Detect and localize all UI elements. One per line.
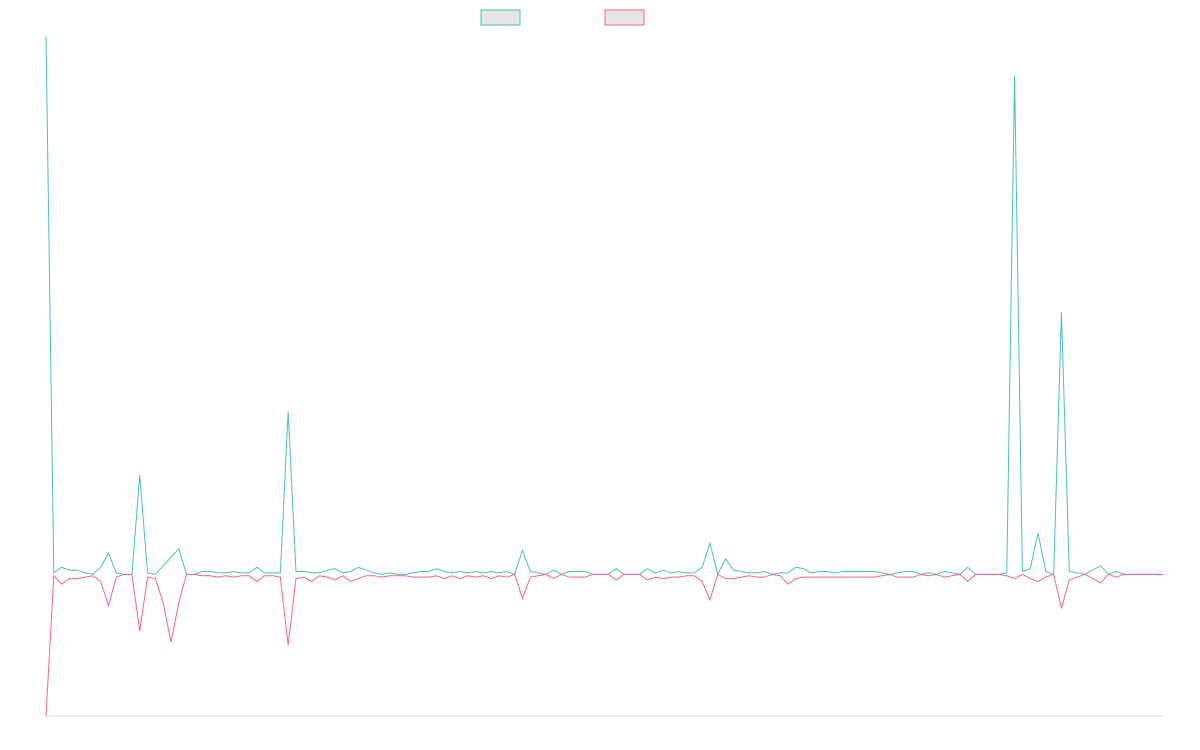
- series-line-1: [45, 35, 1163, 576]
- legend-swatch-2[interactable]: [604, 9, 645, 26]
- legend: [480, 9, 645, 26]
- legend-swatch-1[interactable]: [480, 9, 521, 26]
- series-line-2: [45, 573, 1163, 717]
- series-layer: [45, 35, 1163, 717]
